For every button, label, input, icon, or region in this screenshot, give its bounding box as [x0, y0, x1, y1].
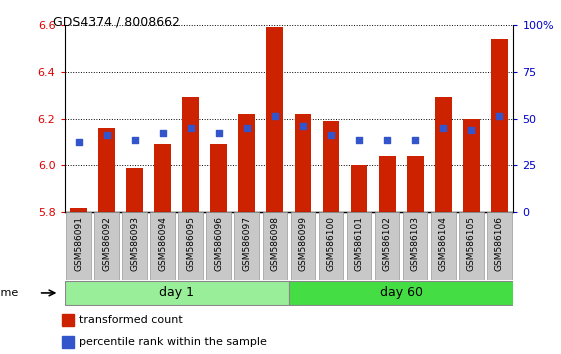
- Bar: [379, 156, 396, 212]
- FancyBboxPatch shape: [291, 212, 315, 280]
- Bar: [463, 119, 480, 212]
- FancyBboxPatch shape: [459, 212, 484, 280]
- FancyBboxPatch shape: [65, 281, 289, 305]
- Text: GSM586092: GSM586092: [102, 216, 111, 271]
- Bar: [266, 27, 283, 212]
- Bar: [154, 144, 171, 212]
- Text: GSM586096: GSM586096: [214, 216, 223, 271]
- Point: [439, 125, 448, 131]
- Text: GSM586100: GSM586100: [327, 216, 335, 271]
- Bar: [62, 336, 74, 348]
- Text: GSM586104: GSM586104: [439, 216, 448, 271]
- FancyBboxPatch shape: [319, 212, 343, 280]
- Point: [270, 113, 279, 119]
- Text: GSM586102: GSM586102: [383, 216, 392, 271]
- Text: GSM586094: GSM586094: [158, 216, 167, 271]
- Bar: [491, 39, 508, 212]
- Text: GDS4374 / 8008662: GDS4374 / 8008662: [53, 16, 180, 29]
- Text: GSM586101: GSM586101: [355, 216, 364, 271]
- Point: [74, 139, 83, 145]
- FancyBboxPatch shape: [94, 212, 119, 280]
- Bar: [62, 314, 74, 326]
- Bar: [70, 208, 87, 212]
- Point: [214, 130, 223, 136]
- Bar: [126, 168, 143, 212]
- Point: [495, 113, 504, 119]
- Bar: [435, 97, 452, 212]
- FancyBboxPatch shape: [263, 212, 287, 280]
- FancyBboxPatch shape: [487, 212, 512, 280]
- Text: GSM586106: GSM586106: [495, 216, 504, 271]
- Point: [327, 132, 335, 138]
- Text: day 1: day 1: [159, 286, 194, 299]
- Text: GSM586103: GSM586103: [411, 216, 420, 271]
- Text: time: time: [0, 288, 19, 298]
- Bar: [295, 114, 311, 212]
- Text: GSM586105: GSM586105: [467, 216, 476, 271]
- Bar: [210, 144, 227, 212]
- FancyBboxPatch shape: [347, 212, 371, 280]
- FancyBboxPatch shape: [234, 212, 259, 280]
- Point: [383, 137, 392, 143]
- Point: [158, 130, 167, 136]
- Text: transformed count: transformed count: [79, 315, 182, 325]
- Bar: [351, 166, 367, 212]
- FancyBboxPatch shape: [178, 212, 203, 280]
- Point: [411, 137, 420, 143]
- Point: [467, 127, 476, 133]
- Text: GSM586093: GSM586093: [130, 216, 139, 271]
- Text: GSM586098: GSM586098: [270, 216, 279, 271]
- FancyBboxPatch shape: [403, 212, 427, 280]
- Point: [298, 123, 307, 129]
- FancyBboxPatch shape: [150, 212, 175, 280]
- Text: day 60: day 60: [380, 286, 422, 299]
- Point: [102, 132, 111, 138]
- Text: percentile rank within the sample: percentile rank within the sample: [79, 337, 266, 348]
- Text: GSM586091: GSM586091: [74, 216, 83, 271]
- Bar: [238, 114, 255, 212]
- Point: [186, 125, 195, 131]
- Bar: [323, 121, 339, 212]
- FancyBboxPatch shape: [206, 212, 231, 280]
- FancyBboxPatch shape: [289, 281, 513, 305]
- FancyBboxPatch shape: [122, 212, 147, 280]
- Point: [355, 137, 364, 143]
- Text: GSM586095: GSM586095: [186, 216, 195, 271]
- Point: [242, 125, 251, 131]
- Point: [130, 137, 139, 143]
- FancyBboxPatch shape: [431, 212, 456, 280]
- Bar: [407, 156, 424, 212]
- FancyBboxPatch shape: [375, 212, 399, 280]
- Bar: [182, 97, 199, 212]
- Bar: [98, 128, 115, 212]
- Text: GSM586097: GSM586097: [242, 216, 251, 271]
- Text: GSM586099: GSM586099: [298, 216, 307, 271]
- FancyBboxPatch shape: [66, 212, 91, 280]
